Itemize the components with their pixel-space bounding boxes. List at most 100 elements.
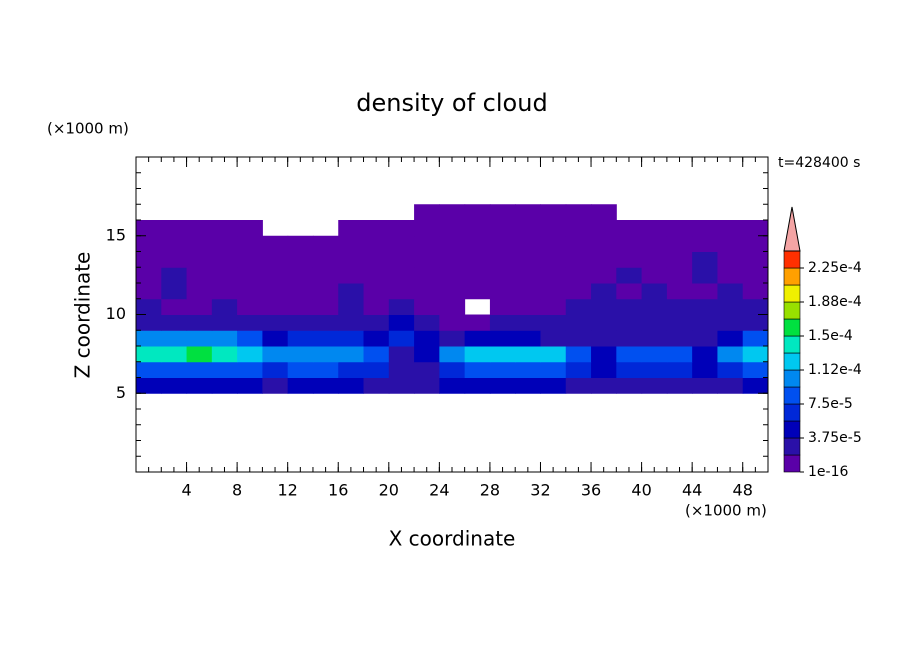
contour-cell	[641, 314, 668, 331]
colorbar-band	[783, 267, 801, 286]
contour-cell	[237, 283, 263, 300]
contour-cell	[237, 220, 263, 237]
contour-cell	[338, 346, 365, 363]
contour-cell	[211, 377, 238, 394]
contour-cell	[616, 346, 643, 363]
contour-cell	[616, 330, 643, 347]
y-tick-label: 10	[106, 304, 126, 323]
contour-cell	[136, 220, 162, 237]
contour-cell	[641, 267, 668, 284]
contour-cell	[136, 346, 162, 363]
contour-cell	[616, 283, 643, 300]
contour-cell	[591, 377, 617, 394]
contour-cell	[414, 267, 440, 284]
contour-cell	[414, 283, 440, 300]
contour-cell	[540, 330, 567, 347]
contour-cell	[211, 220, 238, 237]
time-annotation: t=428400 s	[778, 155, 860, 171]
contour-cell	[237, 251, 263, 268]
contour-cell	[186, 346, 213, 363]
contour-cell	[338, 235, 365, 252]
contour-cell	[136, 361, 162, 378]
colorbar-extension	[783, 206, 801, 252]
contour-cell	[489, 235, 516, 252]
x-tick-label: 12	[278, 481, 298, 500]
contour-cell	[186, 220, 213, 237]
contour-cell	[363, 330, 390, 347]
contour-cell	[540, 346, 567, 363]
contour-cell	[363, 377, 390, 394]
contour-cell	[565, 235, 592, 252]
contour-cell	[591, 235, 617, 252]
x-tick-label: 40	[631, 481, 651, 500]
contour-cell	[692, 267, 718, 284]
contour-cell	[262, 330, 289, 347]
contour-cell	[363, 298, 390, 315]
contour-cell	[464, 220, 491, 237]
contour-cell	[388, 235, 415, 252]
contour-cell	[287, 361, 314, 378]
contour-cell	[591, 346, 617, 363]
contour-cell	[414, 361, 440, 378]
contour-cell	[489, 267, 516, 284]
contour-cell	[742, 377, 769, 394]
contour-cell	[540, 314, 567, 331]
colorbar-band	[783, 284, 801, 303]
contour-cell	[262, 314, 289, 331]
contour-cell	[540, 267, 567, 284]
contour-cell	[414, 330, 440, 347]
contour-cell	[464, 314, 491, 331]
contour-cell	[287, 314, 314, 331]
contour-cell	[565, 377, 592, 394]
contour-cell	[312, 346, 339, 363]
contour-cell	[312, 267, 339, 284]
contour-cell	[262, 361, 289, 378]
contour-cell	[616, 235, 643, 252]
contour-cell	[262, 235, 289, 252]
contour-cell	[262, 251, 289, 268]
colorbar-tick-label: 1.12e-4	[808, 362, 862, 378]
contour-cell	[742, 346, 769, 363]
chart-title: density of cloud	[356, 89, 547, 117]
contour-cell	[717, 314, 744, 331]
contour-cell	[287, 330, 314, 347]
contour-cell	[161, 235, 188, 252]
contour-cell	[565, 346, 592, 363]
contour-cell	[591, 204, 617, 221]
contour-cell	[287, 346, 314, 363]
contour-cell	[666, 235, 693, 252]
contour-cell	[211, 251, 238, 268]
contour-cell	[388, 361, 415, 378]
contour-cell	[388, 346, 415, 363]
contour-cell	[565, 298, 592, 315]
colorbar-tick-label: 1.5e-4	[808, 328, 853, 344]
contour-cell	[692, 251, 718, 268]
colorbar-band	[783, 386, 801, 405]
contour-cell	[717, 251, 744, 268]
contour-cell	[641, 251, 668, 268]
contour-cell	[211, 330, 238, 347]
contour-cell	[717, 267, 744, 284]
contour-cell	[363, 283, 390, 300]
contour-cell	[312, 377, 339, 394]
contour-cell	[363, 361, 390, 378]
contour-cell	[616, 377, 643, 394]
contour-cell	[641, 377, 668, 394]
contour-cell	[161, 283, 188, 300]
contour-cell	[237, 298, 263, 315]
contour-cell	[439, 346, 466, 363]
colorbar-band	[783, 403, 801, 422]
contour-cell	[540, 204, 567, 221]
contour-cell	[515, 251, 541, 268]
contour-cell	[439, 251, 466, 268]
contour-cell	[439, 361, 466, 378]
contour-cell	[363, 251, 390, 268]
contour-cell	[186, 298, 213, 315]
contour-cell	[666, 346, 693, 363]
contour-cell	[161, 251, 188, 268]
colorbar-band	[783, 369, 801, 388]
contour-cell	[692, 330, 718, 347]
contour-cell	[717, 377, 744, 394]
contour-cell	[641, 346, 668, 363]
contour-cell	[565, 267, 592, 284]
